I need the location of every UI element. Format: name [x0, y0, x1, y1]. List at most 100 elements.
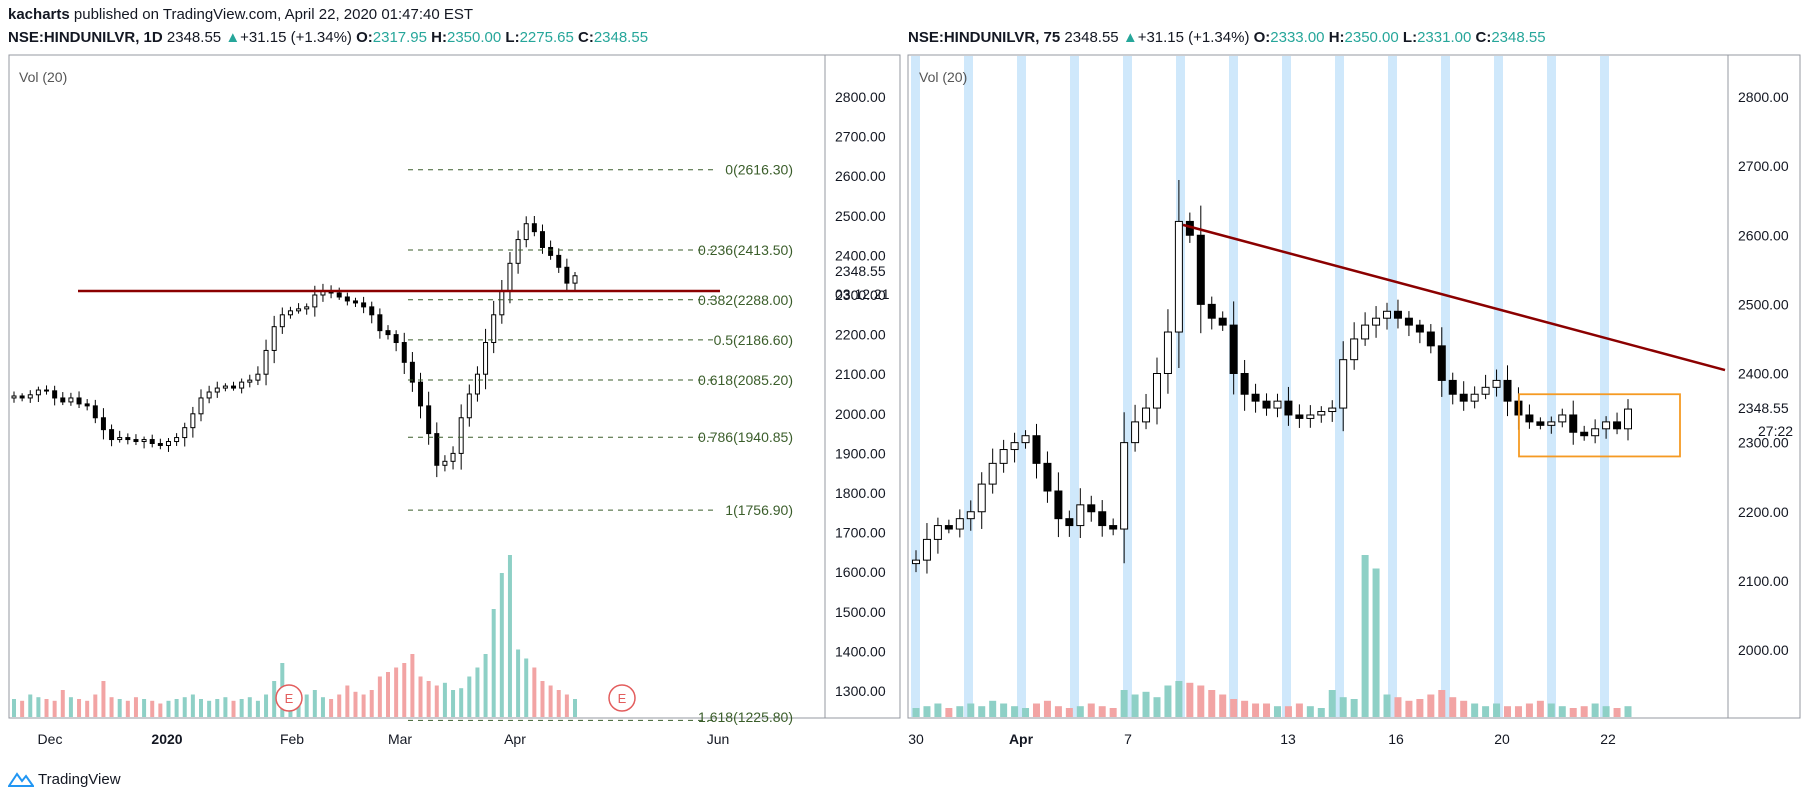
- right-candle-51: [1470, 393, 1479, 402]
- left-candle-2: [27, 394, 33, 399]
- author-name[interactable]: kacharts: [8, 6, 70, 23]
- tradingview-footer[interactable]: TradingView: [8, 768, 121, 790]
- left-candle-36: [304, 306, 310, 310]
- right-candle-54: [1503, 379, 1512, 402]
- left-volume-bar-66: [548, 685, 553, 717]
- right-candle-39: [1339, 359, 1348, 409]
- right-y-tick-label-2: 2600.00: [1738, 227, 1789, 243]
- right-session-band-5: [1176, 56, 1185, 717]
- right-session-band-0: [911, 56, 920, 717]
- right-candle-28: [1218, 317, 1227, 326]
- right-volume-bar-6: [978, 706, 986, 717]
- left-volume-bar-55: [459, 688, 464, 717]
- left-candle-34: [287, 310, 293, 316]
- right-candle-46: [1415, 324, 1424, 333]
- left-volume-bar-29: [247, 697, 252, 717]
- left-candle-24: [206, 391, 212, 399]
- left-volume-bar-3: [36, 697, 41, 717]
- right-low-label: L:: [1402, 29, 1418, 46]
- right-candle-53: [1492, 379, 1501, 388]
- left-earnings-label-1: E: [618, 691, 627, 706]
- right-volume-bar-59: [1558, 706, 1566, 717]
- right-x-tick-label-2: 7: [1124, 731, 1132, 747]
- left-volume-bar-4: [44, 699, 49, 717]
- left-candle-21: [182, 427, 188, 439]
- left-candle-44: [369, 306, 375, 316]
- right-volume-bar-10: [1022, 708, 1030, 717]
- left-fib-label-5: 0.786(1940.85): [698, 429, 793, 445]
- left-volume-bar-10: [93, 694, 98, 717]
- left-candle-43: [361, 302, 367, 308]
- left-volume-bar-31: [264, 694, 269, 717]
- left-candle-5: [52, 390, 58, 399]
- left-volume-bar-23: [199, 699, 203, 717]
- right-volume-bar-29: [1230, 699, 1238, 717]
- right-candle-0: [912, 559, 920, 565]
- left-volume-bar-46: [386, 672, 390, 717]
- left-y-tick-label-15: 1300.00: [835, 683, 886, 699]
- right-candle-24: [1174, 220, 1183, 333]
- left-candle-19: [165, 441, 171, 446]
- left-fib-label-6: 1(1756.90): [725, 502, 793, 518]
- left-volume-bar-68: [564, 694, 569, 717]
- right-volume-bar-12: [1043, 700, 1051, 717]
- charts-canvas[interactable]: Vol (20) 2800.00 2700.00 2600.00 2500.00 2400…: [0, 0, 1810, 765]
- left-candle-15: [133, 439, 139, 443]
- left-volume-bar-57: [475, 667, 480, 717]
- right-y-tick-label-7: 2100.00: [1738, 573, 1789, 589]
- left-earnings-label-0: E: [285, 691, 294, 706]
- right-candle-30: [1240, 373, 1249, 395]
- right-price: 2348.55: [1064, 29, 1119, 46]
- right-volume-bar-53: [1493, 703, 1501, 717]
- left-candle-47: [393, 334, 399, 344]
- left-candle-28: [239, 381, 245, 389]
- right-last-price-label: 2348.55: [1738, 400, 1789, 416]
- left-close: 2348.55: [593, 29, 649, 46]
- right-candle-16: [1087, 504, 1096, 513]
- right-volume-bar-17: [1098, 706, 1106, 717]
- left-candle-8: [76, 397, 82, 405]
- left-candle-58: [483, 342, 489, 375]
- right-volume-bar-39: [1339, 697, 1347, 717]
- left-volume-bar-12: [109, 697, 114, 717]
- tradingview-logo-icon: [8, 772, 34, 787]
- right-volume-bar-63: [1602, 706, 1610, 717]
- left-candle-50: [418, 381, 424, 407]
- left-volume-bar-64: [532, 667, 537, 717]
- right-candle-52: [1481, 386, 1490, 395]
- left-fib-label-1: 0.236(2413.50): [698, 242, 793, 258]
- right-volume-bar-18: [1109, 708, 1117, 717]
- left-candle-65: [539, 231, 545, 248]
- left-candle-35: [296, 308, 302, 312]
- left-candle-40: [336, 292, 342, 298]
- right-candle-40: [1350, 338, 1359, 361]
- right-chart-panel: Vol (20) 2800.00 2700.00 2600.00 2500.00 2400…: [907, 54, 1801, 747]
- left-volume-bar-49: [410, 654, 415, 717]
- right-candle-63: [1602, 421, 1611, 430]
- right-volume-bar-35: [1295, 703, 1303, 717]
- left-x-tick-label-2: Feb: [280, 731, 304, 747]
- right-countdown-label: 27:22: [1758, 423, 1793, 439]
- right-volume-bar-19: [1120, 690, 1128, 717]
- left-candle-3: [35, 389, 41, 396]
- left-change: +31.15 (+1.34%): [240, 29, 352, 46]
- right-candle-2: [933, 525, 942, 540]
- right-x-tick-label-3: 13: [1280, 731, 1296, 747]
- left-low: 2275.65: [519, 29, 574, 46]
- right-candle-48: [1437, 345, 1446, 381]
- left-candle-52: [434, 433, 440, 466]
- right-volume-bar-51: [1471, 703, 1479, 717]
- left-volume-bar-21: [182, 697, 187, 717]
- right-volume-bar-3: [945, 708, 953, 717]
- left-y-tick-label-7: 2100.00: [835, 366, 886, 382]
- left-candle-4: [44, 389, 50, 392]
- left-candle-10: [92, 405, 98, 419]
- right-volume-bar-37: [1317, 708, 1325, 717]
- right-volume-bar-13: [1054, 706, 1062, 717]
- left-y-tick-label-3: 2500.00: [835, 208, 886, 224]
- right-symbol: NSE:HINDUNILVR, 75: [908, 29, 1061, 46]
- right-candle-33: [1273, 400, 1282, 409]
- left-volume-bar-43: [361, 694, 366, 717]
- left-volume-bar-30: [255, 700, 260, 717]
- left-volume-bar-18: [158, 703, 163, 717]
